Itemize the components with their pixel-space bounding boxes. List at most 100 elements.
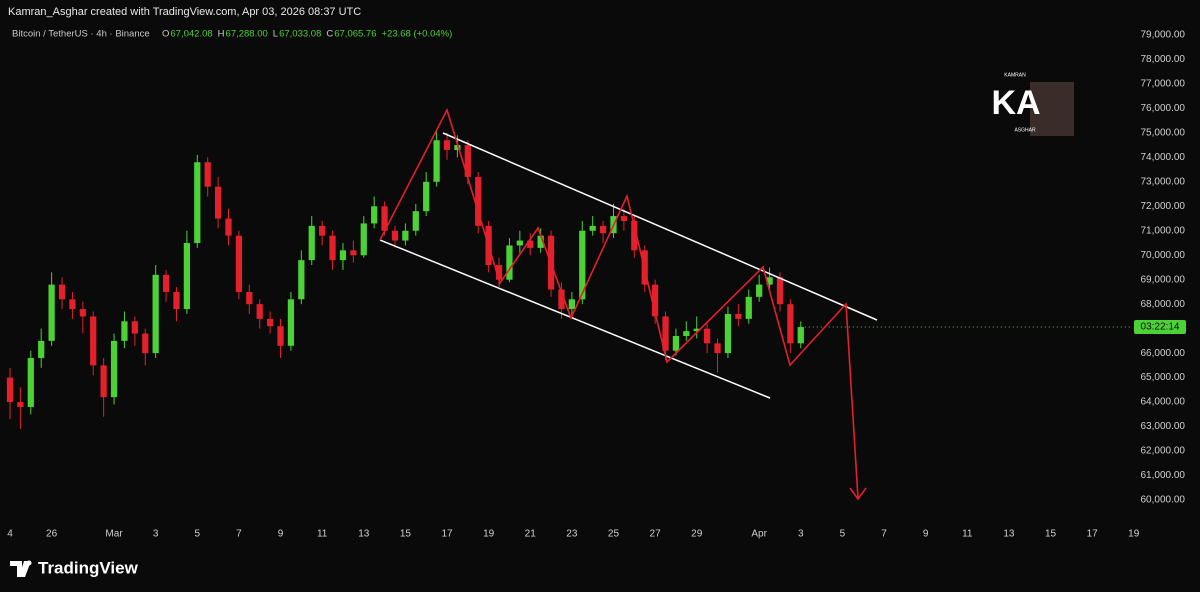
- y-tick-label: 69,000.00: [1141, 274, 1186, 285]
- y-tick-label: 71,000.00: [1141, 225, 1186, 236]
- candle-body: [131, 321, 138, 334]
- brand-dot: [26, 560, 32, 566]
- x-tick-label: 15: [1045, 529, 1057, 540]
- candle-body: [704, 328, 711, 344]
- y-tick-label: 73,000.00: [1141, 176, 1186, 187]
- candle-body: [298, 260, 305, 300]
- brand-icon: [10, 561, 31, 577]
- y-tick-label: 76,000.00: [1141, 103, 1186, 114]
- candle-body: [58, 284, 66, 300]
- candle-body: [672, 335, 680, 351]
- ohlc-label: O: [162, 29, 169, 40]
- candle-body: [194, 162, 201, 243]
- countdown: 03:22:14: [1141, 322, 1180, 333]
- candle-body: [464, 145, 471, 177]
- x-tick-label: 15: [400, 529, 412, 540]
- symbol: Bitcoin / TetherUS · 4h · Binance: [12, 29, 150, 40]
- y-tick-label: 62,000.00: [1141, 446, 1186, 457]
- logo-figure: [1030, 82, 1074, 136]
- y-tick-label: 75,000.00: [1141, 128, 1186, 139]
- credit: Kamran_Asghar created with TradingView.c…: [8, 6, 361, 18]
- candle-body: [277, 326, 284, 346]
- candle-body: [214, 186, 222, 219]
- x-tick-label: 23: [566, 529, 578, 540]
- candle-body: [235, 235, 243, 292]
- candle-body: [766, 277, 773, 285]
- candle-body: [79, 309, 86, 317]
- candle-body: [662, 316, 669, 351]
- candle-body: [537, 235, 544, 248]
- candle-body: [246, 291, 253, 305]
- x-tick-label: 13: [358, 529, 370, 540]
- x-tick-label: 9: [923, 529, 929, 540]
- y-tick-label: 68,000.00: [1141, 299, 1186, 310]
- x-tick-label: 25: [608, 529, 620, 540]
- zigzag: [379, 107, 859, 499]
- x-tick-label: 4: [7, 529, 13, 540]
- y-tick-label: 74,000.00: [1141, 152, 1186, 163]
- candle-body: [90, 316, 97, 366]
- x-tick-label: 13: [1003, 529, 1015, 540]
- candle-body: [787, 304, 794, 344]
- candle-body: [162, 274, 170, 292]
- candle-body: [142, 333, 149, 354]
- x-tick-label: 11: [962, 529, 973, 540]
- candle-body: [599, 225, 607, 234]
- candle-body: [371, 206, 378, 224]
- candle-body: [225, 218, 232, 236]
- y-tick-label: 65,000.00: [1141, 372, 1186, 383]
- candle-body: [412, 211, 419, 231]
- candle-body: [454, 145, 461, 150]
- candle-body: [683, 331, 690, 336]
- candle-body: [568, 299, 575, 310]
- x-tick-label: 26: [46, 529, 58, 540]
- candle-body: [402, 230, 409, 241]
- x-tick-label: 27: [650, 529, 662, 540]
- candle-body: [495, 265, 503, 280]
- x-tick-label: 19: [483, 529, 495, 540]
- candle-body: [693, 328, 700, 332]
- y-tick-label: 77,000.00: [1141, 79, 1186, 90]
- candle-body: [287, 299, 295, 346]
- candle-body: [121, 321, 128, 341]
- logo-top: KAMRAN: [1004, 72, 1026, 78]
- x-tick-label: 9: [278, 529, 284, 540]
- candle-body: [745, 296, 752, 319]
- candle-body: [516, 240, 523, 246]
- candle-body: [631, 220, 638, 251]
- x-tick-label: 5: [195, 529, 201, 540]
- candle-body: [776, 277, 784, 305]
- y-tick-label: 61,000.00: [1141, 470, 1186, 481]
- x-tick-label: 5: [840, 529, 846, 540]
- ohlc-label: C: [326, 29, 333, 40]
- x-tick-label: 21: [525, 529, 537, 540]
- candle-body: [48, 284, 55, 341]
- candle-body: [391, 230, 399, 241]
- y-tick-label: 60,000.00: [1141, 495, 1186, 506]
- channel-upper: [442, 132, 878, 321]
- candle-body: [173, 291, 180, 310]
- candle-body: [381, 206, 388, 231]
- candle-body: [319, 225, 326, 236]
- candle-body: [100, 365, 107, 398]
- y-tick-label: 72,000.00: [1141, 201, 1186, 212]
- x-tick-label: 11: [317, 529, 328, 540]
- change: +23.68 (+0.04%): [382, 29, 453, 40]
- ohlc-label: L: [273, 29, 278, 40]
- candle-body: [152, 274, 159, 354]
- candle-body: [308, 225, 315, 261]
- candle-body: [527, 240, 534, 248]
- candle-body: [797, 327, 804, 344]
- ohlc-value: 67,042.08: [170, 29, 212, 40]
- legend: Bitcoin / TetherUS · 4h · Binance O 67,04…: [12, 29, 452, 40]
- candle-body: [589, 225, 596, 231]
- x-tick-label: 29: [691, 529, 703, 540]
- candle-body: [579, 230, 586, 300]
- candle-body: [360, 223, 367, 256]
- x-tick-label: 19: [1128, 529, 1140, 540]
- y-tick-label: 63,000.00: [1141, 421, 1186, 432]
- candle-body: [329, 235, 336, 261]
- candle-body: [558, 289, 565, 310]
